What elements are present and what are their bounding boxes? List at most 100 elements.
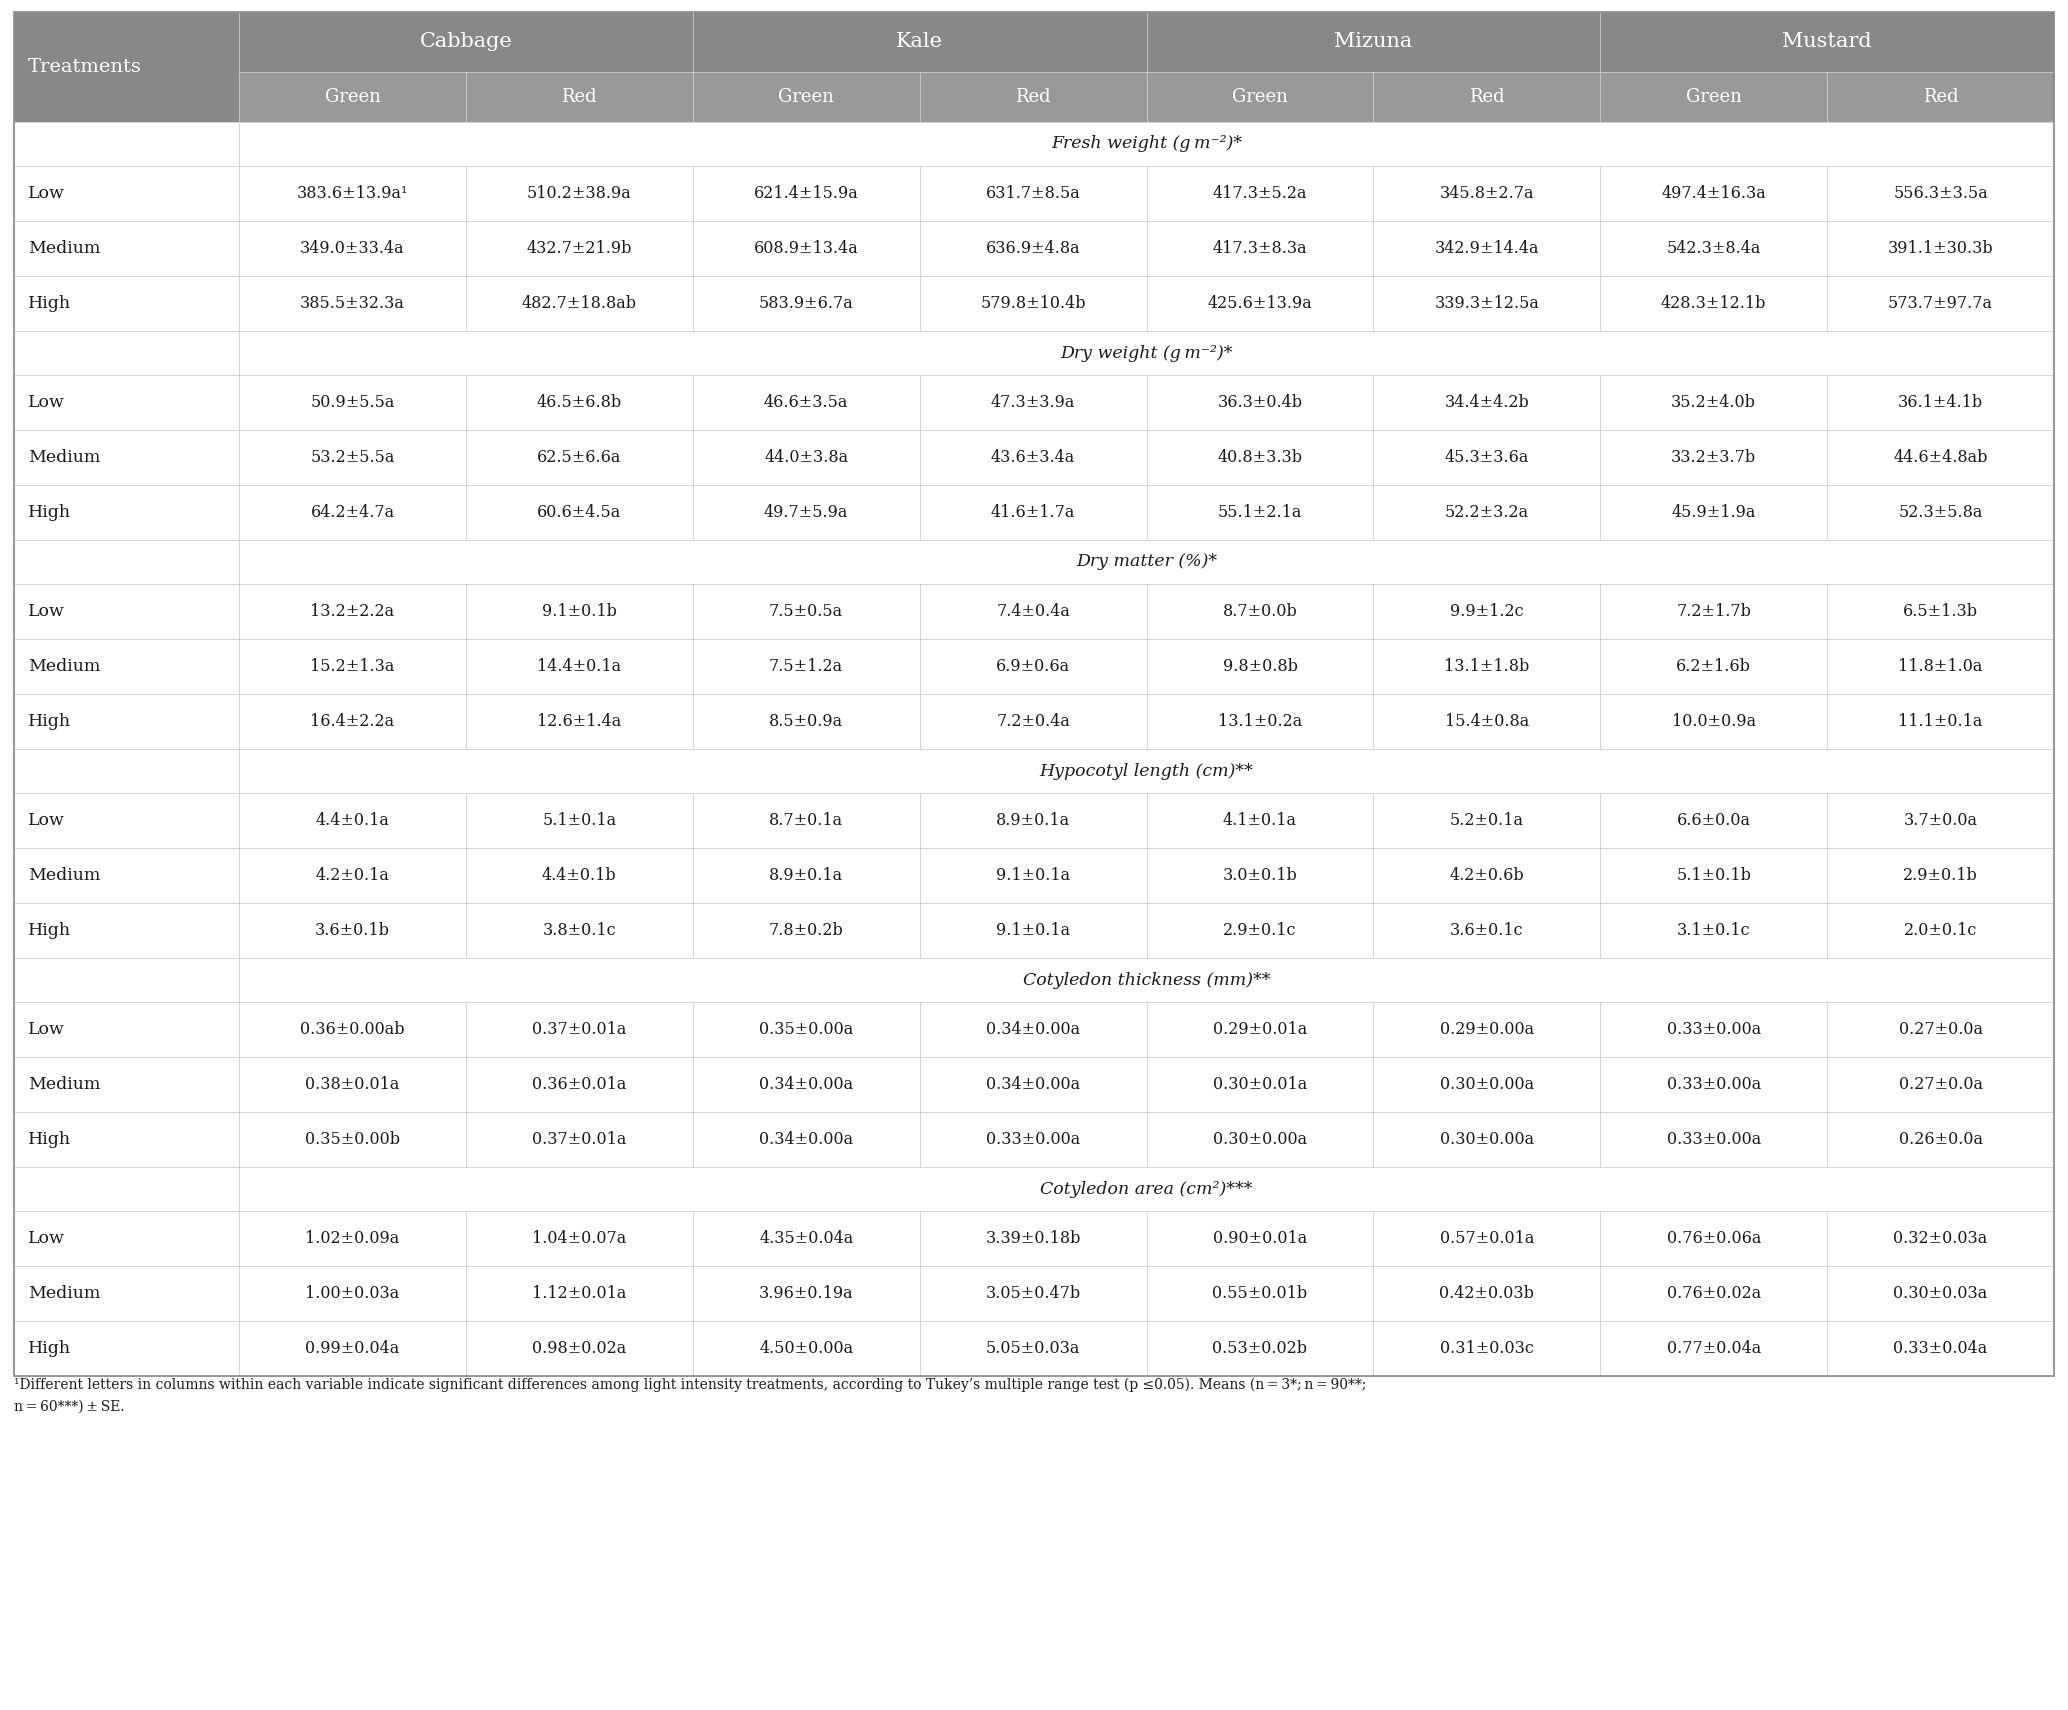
- Bar: [1373, 275, 1601, 332]
- Bar: [14, 694, 240, 749]
- Bar: [1146, 275, 1373, 332]
- Bar: [1601, 1002, 1828, 1057]
- Text: 5.1±0.1b: 5.1±0.1b: [1677, 867, 1752, 884]
- Bar: [920, 1002, 1146, 1057]
- Bar: [465, 585, 693, 640]
- Text: 35.2±4.0b: 35.2±4.0b: [1671, 393, 1756, 410]
- Text: 342.9±14.4a: 342.9±14.4a: [1435, 239, 1539, 256]
- Bar: [1373, 640, 1601, 694]
- Text: 0.29±0.00a: 0.29±0.00a: [1439, 1021, 1534, 1038]
- Text: 52.3±5.8a: 52.3±5.8a: [1898, 504, 1983, 522]
- Bar: [465, 640, 693, 694]
- Bar: [465, 221, 693, 275]
- Text: 7.8±0.2b: 7.8±0.2b: [769, 922, 844, 939]
- Bar: [1828, 374, 2054, 429]
- Text: 10.0±0.9a: 10.0±0.9a: [1671, 713, 1756, 730]
- Bar: [1601, 486, 1828, 540]
- Text: 0.34±0.00a: 0.34±0.00a: [759, 1130, 854, 1147]
- Text: Green: Green: [1233, 87, 1288, 106]
- Bar: [14, 332, 240, 374]
- Bar: [1146, 903, 1373, 958]
- Bar: [240, 793, 465, 848]
- Text: High: High: [29, 504, 70, 522]
- Bar: [1146, 12, 1601, 72]
- Bar: [920, 1211, 1146, 1265]
- Text: 6.6±0.0a: 6.6±0.0a: [1677, 812, 1752, 829]
- Bar: [240, 72, 465, 121]
- Text: 0.53±0.02b: 0.53±0.02b: [1212, 1341, 1307, 1358]
- Bar: [465, 1211, 693, 1265]
- Text: 4.2±0.1a: 4.2±0.1a: [316, 867, 389, 884]
- Bar: [1373, 221, 1601, 275]
- Text: 497.4±16.3a: 497.4±16.3a: [1661, 185, 1766, 202]
- Text: 9.1±0.1a: 9.1±0.1a: [997, 867, 1069, 884]
- Bar: [1146, 793, 1373, 848]
- Bar: [920, 166, 1146, 221]
- Text: 13.1±1.8b: 13.1±1.8b: [1443, 658, 1530, 675]
- Text: Treatments: Treatments: [29, 58, 143, 75]
- Bar: [693, 72, 920, 121]
- Bar: [1601, 1265, 1828, 1322]
- Bar: [1373, 903, 1601, 958]
- Bar: [14, 848, 240, 903]
- Text: 8.7±0.1a: 8.7±0.1a: [769, 812, 844, 829]
- Bar: [1373, 848, 1601, 903]
- Bar: [693, 374, 920, 429]
- Bar: [14, 221, 240, 275]
- Bar: [693, 903, 920, 958]
- Bar: [240, 486, 465, 540]
- Text: 6.9±0.6a: 6.9±0.6a: [997, 658, 1069, 675]
- Text: 1.00±0.03a: 1.00±0.03a: [306, 1284, 399, 1301]
- Text: 0.90±0.01a: 0.90±0.01a: [1212, 1229, 1307, 1247]
- Bar: [1373, 374, 1601, 429]
- Text: Red: Red: [1015, 87, 1051, 106]
- Text: 0.27±0.0a: 0.27±0.0a: [1898, 1021, 1983, 1038]
- Text: 0.57±0.01a: 0.57±0.01a: [1439, 1229, 1534, 1247]
- Bar: [1146, 166, 1373, 221]
- Text: 349.0±33.4a: 349.0±33.4a: [300, 239, 405, 256]
- Text: 45.9±1.9a: 45.9±1.9a: [1671, 504, 1756, 522]
- Bar: [693, 694, 920, 749]
- Bar: [1373, 1211, 1601, 1265]
- Bar: [693, 275, 920, 332]
- Bar: [693, 640, 920, 694]
- Bar: [14, 486, 240, 540]
- Text: 5.2±0.1a: 5.2±0.1a: [1450, 812, 1524, 829]
- Bar: [240, 585, 465, 640]
- Text: 0.38±0.01a: 0.38±0.01a: [306, 1076, 399, 1093]
- Text: Mustard: Mustard: [1783, 32, 1872, 51]
- Bar: [1828, 848, 2054, 903]
- Text: 0.30±0.00a: 0.30±0.00a: [1439, 1130, 1534, 1147]
- Bar: [14, 903, 240, 958]
- Bar: [1146, 1002, 1373, 1057]
- Text: 391.1±30.3b: 391.1±30.3b: [1888, 239, 1994, 256]
- Bar: [1146, 694, 1373, 749]
- Text: 0.36±0.01a: 0.36±0.01a: [531, 1076, 627, 1093]
- Bar: [1601, 1057, 1828, 1112]
- Text: 0.33±0.00a: 0.33±0.00a: [1667, 1076, 1760, 1093]
- Text: 4.35±0.04a: 4.35±0.04a: [759, 1229, 854, 1247]
- Bar: [1828, 275, 2054, 332]
- Text: 8.5±0.9a: 8.5±0.9a: [769, 713, 844, 730]
- Bar: [465, 374, 693, 429]
- Bar: [1146, 1265, 1373, 1322]
- Bar: [693, 429, 920, 486]
- Text: 0.35±0.00b: 0.35±0.00b: [304, 1130, 399, 1147]
- Text: Fresh weight (g m⁻²)*: Fresh weight (g m⁻²)*: [1051, 135, 1243, 152]
- Bar: [693, 221, 920, 275]
- Text: 33.2±3.7b: 33.2±3.7b: [1671, 450, 1756, 467]
- Text: 0.34±0.00a: 0.34±0.00a: [986, 1021, 1079, 1038]
- Text: ¹Different letters in columns within each variable indicate significant differen: ¹Different letters in columns within eac…: [14, 1378, 1367, 1392]
- Bar: [693, 585, 920, 640]
- Text: 11.1±0.1a: 11.1±0.1a: [1898, 713, 1983, 730]
- Text: High: High: [29, 922, 70, 939]
- Bar: [240, 848, 465, 903]
- Text: 13.1±0.2a: 13.1±0.2a: [1218, 713, 1303, 730]
- Text: Low: Low: [29, 1021, 64, 1038]
- Bar: [1373, 166, 1601, 221]
- Text: 345.8±2.7a: 345.8±2.7a: [1439, 185, 1534, 202]
- Bar: [1601, 12, 2054, 72]
- Text: 47.3±3.9a: 47.3±3.9a: [991, 393, 1075, 410]
- Text: 3.6±0.1c: 3.6±0.1c: [1450, 922, 1524, 939]
- Bar: [14, 275, 240, 332]
